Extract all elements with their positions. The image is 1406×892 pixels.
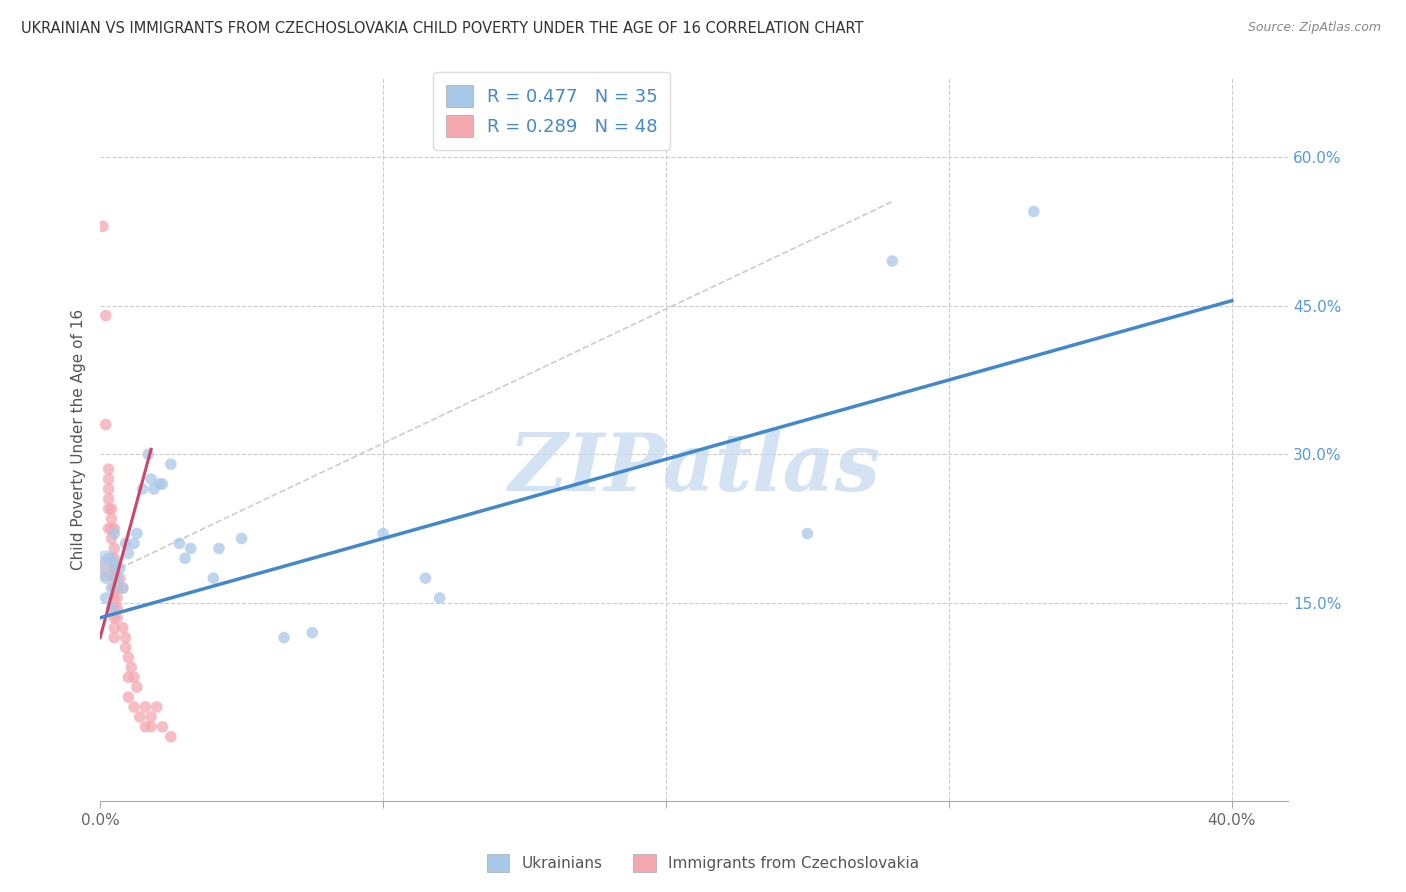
Point — [150, 477, 173, 491]
Point — [103, 581, 125, 595]
Point — [103, 522, 125, 536]
Text: ZIPatlas: ZIPatlas — [508, 430, 880, 507]
Point — [301, 625, 323, 640]
Point — [169, 536, 191, 550]
Point — [97, 561, 120, 575]
Point — [103, 526, 125, 541]
Point — [94, 571, 117, 585]
Point — [122, 536, 145, 550]
Point — [97, 472, 120, 486]
Point — [139, 710, 162, 724]
Point — [117, 546, 139, 560]
Point — [371, 526, 394, 541]
Point — [125, 680, 148, 694]
Point — [114, 536, 136, 550]
Point — [97, 491, 120, 506]
Point — [103, 631, 125, 645]
Text: Source: ZipAtlas.com: Source: ZipAtlas.com — [1247, 21, 1381, 34]
Point — [114, 640, 136, 655]
Point — [160, 730, 183, 744]
Point — [882, 254, 904, 268]
Point — [100, 501, 122, 516]
Point — [142, 482, 165, 496]
Point — [97, 551, 120, 566]
Point — [94, 591, 117, 605]
Point — [117, 650, 139, 665]
Point — [100, 532, 122, 546]
Point — [160, 457, 183, 471]
Point — [103, 561, 125, 575]
Point — [111, 621, 134, 635]
Point — [125, 526, 148, 541]
Point — [1022, 204, 1045, 219]
Point — [97, 501, 120, 516]
Point — [105, 571, 128, 585]
Point — [120, 660, 142, 674]
Point — [100, 600, 122, 615]
Point — [103, 611, 125, 625]
Legend: R = 0.477   N = 35, R = 0.289   N = 48: R = 0.477 N = 35, R = 0.289 N = 48 — [433, 72, 671, 150]
Point — [202, 571, 225, 585]
Point — [103, 591, 125, 605]
Point — [122, 670, 145, 684]
Point — [100, 522, 122, 536]
Point — [105, 600, 128, 615]
Point — [97, 462, 120, 476]
Point — [94, 309, 117, 323]
Point — [94, 417, 117, 432]
Point — [114, 631, 136, 645]
Point — [231, 532, 253, 546]
Point — [111, 581, 134, 595]
Point — [117, 670, 139, 684]
Point — [429, 591, 451, 605]
Point — [100, 511, 122, 525]
Point — [97, 482, 120, 496]
Point — [94, 556, 117, 570]
Point — [108, 561, 131, 575]
Point — [105, 591, 128, 605]
Point — [105, 581, 128, 595]
Point — [103, 541, 125, 556]
Point — [139, 472, 162, 486]
Point — [136, 447, 159, 461]
Point — [105, 611, 128, 625]
Point — [100, 581, 122, 595]
Text: UKRAINIAN VS IMMIGRANTS FROM CZECHOSLOVAKIA CHILD POVERTY UNDER THE AGE OF 16 CO: UKRAINIAN VS IMMIGRANTS FROM CZECHOSLOVA… — [21, 21, 863, 36]
Legend: Ukrainians, Immigrants from Czechoslovakia: Ukrainians, Immigrants from Czechoslovak… — [479, 846, 927, 880]
Point — [103, 621, 125, 635]
Point — [139, 720, 162, 734]
Point — [131, 482, 153, 496]
Point — [103, 556, 125, 570]
Point — [103, 551, 125, 566]
Point — [208, 541, 231, 556]
Point — [134, 720, 156, 734]
Point — [91, 219, 114, 234]
Point — [796, 526, 818, 541]
Point — [273, 631, 295, 645]
Point — [122, 700, 145, 714]
Point — [103, 600, 125, 615]
Point — [415, 571, 437, 585]
Point — [145, 700, 167, 714]
Point — [150, 720, 173, 734]
Y-axis label: Child Poverty Under the Age of 16: Child Poverty Under the Age of 16 — [72, 309, 86, 570]
Point — [174, 551, 197, 566]
Point — [148, 477, 170, 491]
Point — [103, 571, 125, 585]
Point — [128, 710, 150, 724]
Point — [134, 700, 156, 714]
Point — [108, 571, 131, 585]
Point — [117, 690, 139, 704]
Point — [111, 581, 134, 595]
Point — [97, 522, 120, 536]
Point — [180, 541, 202, 556]
